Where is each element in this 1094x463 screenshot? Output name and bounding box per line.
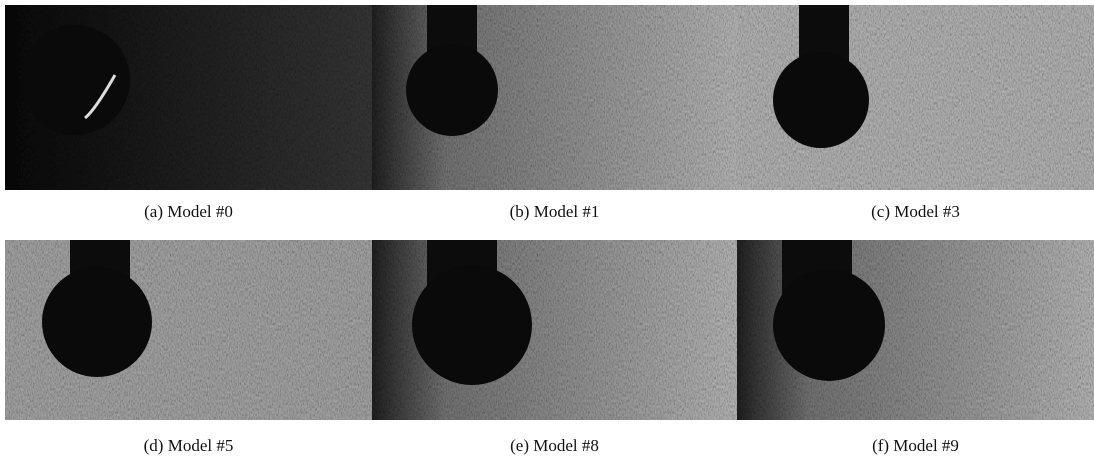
- figure-panel: [372, 240, 737, 420]
- page: (a) Model #0 (b) Model #1 (c) Model #3 (d) …: [0, 0, 1094, 463]
- panel-caption: (a) Model #0: [144, 202, 233, 221]
- figure-panel: [737, 240, 1094, 420]
- figure: (a) Model #0 (b) Model #1 (c) Model #3 (d) …: [0, 0, 1094, 463]
- panel-caption: (b) Model #1: [510, 202, 600, 221]
- panel-caption: (f) Model #9: [872, 436, 959, 455]
- panel-caption: (d) Model #5: [144, 436, 234, 455]
- cylinder: [773, 52, 869, 148]
- panel-caption: (e) Model #8: [510, 436, 599, 455]
- panel-caption: (c) Model #3: [871, 202, 960, 221]
- figure-panel: [372, 5, 737, 190]
- cylinder: [42, 267, 152, 377]
- figure-panel: [5, 240, 372, 420]
- cylinder: [412, 265, 532, 385]
- cylinder: [773, 269, 885, 381]
- cylinder: [406, 44, 498, 136]
- figure-panel: [5, 5, 372, 190]
- figure-panel: [737, 5, 1094, 190]
